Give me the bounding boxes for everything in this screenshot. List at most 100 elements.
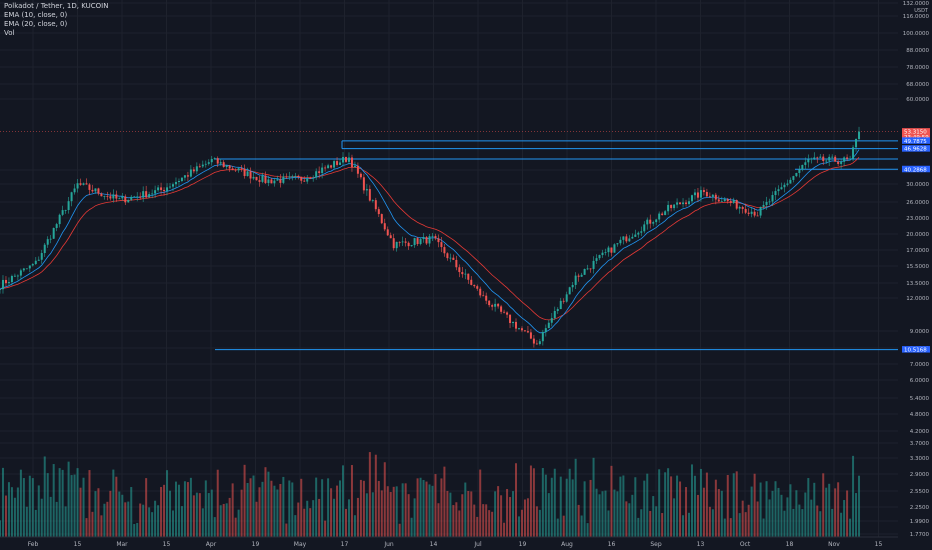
volume-bar (368, 452, 371, 537)
candle-body (473, 284, 476, 287)
price-tick-label: 3.7000 (910, 441, 930, 447)
candle-body (67, 201, 70, 210)
candle-body (676, 202, 679, 205)
candle-body (85, 183, 88, 185)
price-tick-label: 100.0000 (903, 31, 930, 37)
volume-bar (431, 485, 434, 537)
volume-bar (195, 492, 198, 537)
candle-body (303, 180, 306, 182)
time-tick-label: Feb (28, 541, 39, 548)
time-tick-label: Mar (116, 541, 128, 548)
candle-body (333, 161, 336, 168)
price-tag (902, 145, 930, 152)
candle-body (273, 180, 276, 184)
volume-bar (333, 498, 336, 537)
volume-bar (395, 486, 398, 537)
price-tick-label: 23.0000 (906, 216, 929, 222)
candle-body (616, 243, 619, 245)
symbol-title: Polkadot / Tether, 1D, KUCOIN (4, 2, 109, 10)
volume-bar (207, 493, 210, 537)
volume-bar (789, 484, 792, 537)
volume-bar (595, 488, 598, 537)
candle-body (640, 231, 643, 233)
volume-bar (219, 505, 222, 537)
volume-bar (359, 479, 362, 537)
volume-bar (401, 483, 404, 537)
price-tag-label: 53.3150 (904, 130, 927, 136)
price-tick-label: 1.7700 (910, 532, 930, 538)
volume-bar (840, 512, 843, 537)
candle-body (94, 188, 97, 192)
candle-body (142, 191, 145, 198)
candle-body (744, 208, 747, 213)
candle-body (646, 219, 649, 225)
volume-bar (228, 497, 231, 537)
candle-body (201, 164, 204, 167)
price-tick-label: 7.0000 (910, 362, 930, 368)
price-tick-label: 15.5000 (906, 264, 929, 270)
candle-body (759, 206, 762, 216)
volume-bar (371, 492, 374, 537)
volume-bar (822, 473, 825, 537)
volume-bar (526, 498, 529, 537)
volume-bar (276, 489, 279, 537)
candle-body (58, 214, 61, 225)
candle-body (22, 268, 25, 271)
price-tag-label: 49.7875 (904, 139, 927, 145)
time-tick-label: Nov (828, 541, 840, 548)
candle-body (479, 288, 482, 296)
candle-body (189, 169, 192, 177)
candle-body (410, 245, 413, 247)
volume-bar (7, 482, 10, 537)
volume-bar (679, 481, 682, 537)
volume-bar (377, 480, 380, 537)
volume-bar (500, 495, 503, 537)
time-tick-label: 15 (74, 541, 82, 548)
candle-body (398, 241, 401, 243)
volume-bar (258, 487, 261, 537)
candle-body (136, 196, 139, 198)
candle-body (679, 202, 682, 205)
candle-body (532, 338, 535, 344)
candle-body (73, 188, 76, 193)
candle-body (538, 341, 541, 345)
candle-body (690, 195, 693, 202)
volume-bar (121, 494, 124, 537)
volume-bar (142, 504, 145, 537)
volume-bar (649, 510, 652, 537)
candle-body (682, 202, 685, 205)
candle-body (553, 310, 556, 319)
candle-body (610, 247, 613, 253)
volume-bar (422, 479, 425, 537)
candle-body (270, 179, 273, 184)
volume-bar (16, 487, 19, 537)
candle-body (780, 187, 783, 190)
volume-bar (1, 467, 4, 537)
candle-body (485, 295, 488, 301)
candle-body (324, 167, 327, 169)
candle-body (240, 168, 243, 170)
candle-body (795, 172, 798, 177)
volume-bar (25, 506, 28, 537)
candle-body (631, 236, 634, 239)
volume-bar (154, 500, 157, 537)
volume-bar (467, 490, 470, 537)
volume-bar (532, 468, 535, 537)
candle-body (699, 190, 702, 198)
candle-body (747, 212, 750, 214)
volume-bar (640, 509, 643, 537)
volume-bar (771, 490, 774, 537)
candle-body (321, 167, 324, 174)
volume-bar (336, 485, 339, 537)
candle-body (476, 286, 479, 289)
candle-body (130, 196, 133, 200)
volume-bar (556, 518, 559, 537)
volume-bar (216, 469, 219, 537)
volume-bar (356, 497, 359, 537)
volume-bar (19, 469, 22, 537)
candle-body (34, 260, 37, 265)
volume-bar (616, 491, 619, 537)
volume-bar (163, 484, 166, 537)
candle-body (852, 147, 855, 159)
